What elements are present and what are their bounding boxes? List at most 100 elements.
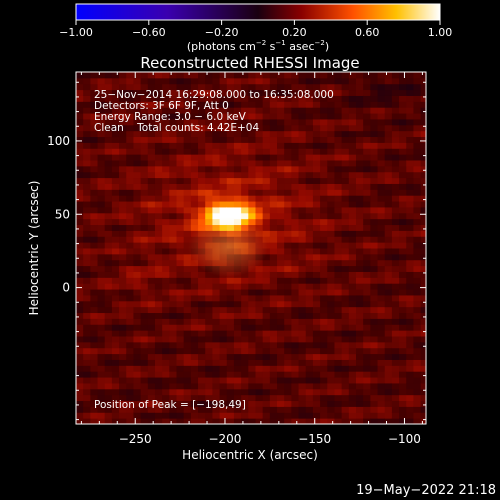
image-pixel (83, 283, 91, 290)
image-pixel (334, 265, 343, 272)
image-pixel (312, 347, 321, 355)
image-pixel (298, 72, 307, 79)
image-pixel (169, 148, 178, 155)
image-pixel (334, 160, 343, 167)
image-pixel (370, 230, 379, 237)
image-pixel (154, 418, 163, 424)
image-pixel (413, 177, 422, 184)
image-pixel (334, 406, 343, 413)
image-pixel (90, 277, 99, 284)
image-pixel (327, 218, 335, 226)
image-pixel (76, 259, 84, 267)
image-pixel (269, 107, 278, 114)
image-pixel (169, 365, 178, 372)
image-pixel (169, 218, 178, 226)
image-pixel (291, 230, 300, 237)
image-pixel (83, 236, 91, 243)
image-pixel (154, 212, 163, 220)
image-pixel (320, 136, 328, 143)
image-pixel (406, 148, 414, 155)
image-pixel (190, 306, 199, 314)
image-pixel (198, 353, 206, 360)
image-pixel (298, 259, 307, 267)
image-pixel (212, 118, 221, 126)
image-pixel (241, 136, 249, 143)
image-pixel (327, 353, 335, 360)
image-pixel (212, 412, 221, 419)
image-pixel (190, 154, 199, 161)
image-pixel (420, 242, 426, 249)
image-pixel (97, 218, 106, 226)
image-pixel (140, 189, 149, 196)
image-pixel (162, 406, 170, 413)
image-pixel (356, 300, 364, 308)
image-pixel (176, 218, 185, 226)
image-pixel (420, 271, 426, 278)
x-tick-label: −250 (119, 432, 152, 446)
image-pixel (111, 242, 120, 249)
image-pixel (348, 242, 357, 249)
image-pixel (262, 154, 271, 161)
image-pixel (363, 101, 371, 108)
image-pixel (334, 353, 343, 360)
image-pixel (399, 230, 407, 237)
image-pixel (363, 242, 371, 249)
image-pixel (334, 394, 343, 402)
image-pixel (154, 224, 163, 231)
image-pixel (111, 136, 120, 143)
image-pixel (341, 230, 350, 237)
image-pixel (104, 365, 113, 372)
image-pixel (162, 171, 170, 179)
image-pixel (413, 271, 422, 278)
image-pixel (126, 359, 134, 366)
image-pixel (226, 83, 235, 91)
image-pixel (406, 318, 414, 325)
image-pixel (370, 130, 379, 138)
image-pixel (169, 388, 178, 396)
image-pixel (147, 248, 156, 255)
image-pixel (183, 347, 192, 355)
image-pixel (391, 218, 400, 226)
image-pixel (183, 230, 192, 237)
image-pixel (76, 406, 84, 413)
image-pixel (348, 113, 357, 120)
image-pixel (147, 206, 156, 214)
image-pixel (406, 83, 414, 91)
image-pixel (205, 359, 213, 366)
image-pixel (219, 359, 228, 366)
image-pixel (277, 330, 285, 337)
image-pixel (384, 394, 393, 402)
image-pixel (384, 382, 393, 390)
image-pixel (320, 101, 328, 108)
image-pixel (190, 206, 199, 214)
image-pixel (198, 400, 206, 407)
image-pixel (334, 253, 343, 261)
image-pixel (277, 248, 285, 255)
image-pixel (327, 189, 335, 196)
image-pixel (420, 101, 426, 108)
image-pixel (126, 353, 134, 360)
image-pixel (241, 283, 249, 290)
image-pixel (255, 89, 264, 96)
image-pixel (298, 218, 307, 226)
image-pixel (190, 382, 199, 390)
image-pixel (233, 72, 242, 79)
image-pixel (269, 183, 278, 190)
image-pixel (291, 330, 300, 337)
image-pixel (140, 271, 149, 278)
image-pixel (241, 294, 249, 302)
image-pixel (162, 271, 170, 278)
image-pixel (305, 318, 314, 325)
image-pixel (133, 271, 142, 278)
image-pixel (356, 183, 364, 190)
image-pixel (212, 341, 221, 349)
image-pixel (377, 72, 386, 79)
image-pixel (341, 388, 350, 396)
image-pixel (291, 177, 300, 184)
image-pixel (176, 124, 185, 132)
image-pixel (384, 230, 393, 237)
image-pixel (348, 160, 357, 167)
image-pixel (97, 318, 106, 325)
image-pixel (190, 271, 199, 278)
image-pixel (255, 113, 264, 120)
